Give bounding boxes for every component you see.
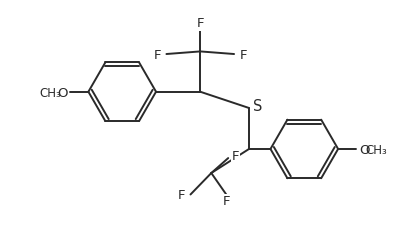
- Text: CH₃: CH₃: [365, 144, 387, 157]
- Text: F: F: [239, 49, 247, 62]
- Text: O: O: [57, 87, 68, 100]
- Text: S: S: [253, 99, 262, 114]
- Text: F: F: [232, 151, 240, 163]
- Text: CH₃: CH₃: [39, 87, 61, 100]
- Text: F: F: [178, 189, 185, 203]
- Text: O: O: [359, 144, 370, 157]
- Text: F: F: [154, 49, 161, 62]
- Text: F: F: [197, 17, 204, 30]
- Text: F: F: [223, 195, 230, 208]
